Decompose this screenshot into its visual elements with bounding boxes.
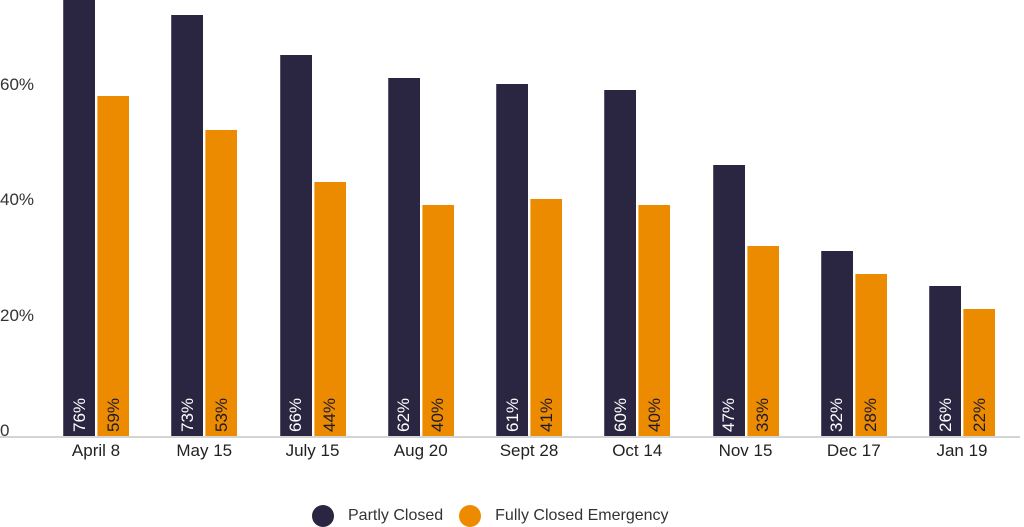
bar-partly-closed[interactable]: 26% xyxy=(929,285,961,436)
legend-swatch-icon xyxy=(459,505,482,527)
legend-label: Partly Closed xyxy=(348,507,444,524)
bar-value-label: 53% xyxy=(211,397,231,432)
legend-item-partly-closed[interactable]: Partly Closed xyxy=(312,505,443,527)
bar-value-label: 33% xyxy=(753,397,772,432)
bar-value-label: 40% xyxy=(428,397,448,432)
bar-fully-closed-emergency[interactable]: 22% xyxy=(963,309,995,436)
x-tick-label: April 8 xyxy=(71,441,121,460)
bar-value-label: 28% xyxy=(861,397,881,432)
bar-value-label: 44% xyxy=(320,397,339,432)
bar-partly-closed[interactable]: 32% xyxy=(820,251,853,436)
bar-value-label: 73% xyxy=(177,397,197,432)
bar-partly-closed[interactable]: 73% xyxy=(171,14,204,436)
x-axis-line xyxy=(0,436,1020,438)
bar-value-label: 60% xyxy=(610,397,630,432)
bar-partly-closed[interactable]: 60% xyxy=(604,89,637,436)
x-tick-label: May 15 xyxy=(176,441,233,460)
bar-fully-closed-emergency[interactable]: 44% xyxy=(313,182,346,436)
bar-partly-closed[interactable]: 61% xyxy=(496,84,528,436)
bar-partly-closed[interactable]: 62% xyxy=(387,78,420,436)
bar-fully-closed-emergency[interactable]: 40% xyxy=(421,205,454,436)
bar-value-label: 61% xyxy=(502,397,522,432)
legend: Partly Closed Fully Closed Emergency xyxy=(312,505,685,527)
x-tick-label: Nov 15 xyxy=(718,441,773,460)
legend-item-fully-closed-emergency[interactable]: Fully Closed Emergency xyxy=(459,505,669,527)
legend-label: Fully Closed Emergency xyxy=(495,507,669,524)
x-tick-label: Aug 20 xyxy=(393,441,448,460)
x-tick-label: Sept 28 xyxy=(499,441,559,460)
bar-fully-closed-emergency[interactable]: 28% xyxy=(854,274,887,436)
bar-value-label: 32% xyxy=(827,397,847,432)
x-tick-label: July 15 xyxy=(285,441,340,460)
bar-value-label: 47% xyxy=(719,397,738,432)
y-tick-label: 20% xyxy=(0,305,35,325)
x-tick-label: Oct 14 xyxy=(612,441,663,460)
bar-value-label: 22% xyxy=(969,397,989,432)
bar-value-label: 66% xyxy=(286,397,305,432)
x-tick-label: Dec 17 xyxy=(826,441,881,460)
y-tick-label: 60% xyxy=(0,74,35,94)
bar-value-label: 26% xyxy=(935,397,955,432)
bar-value-label: 76% xyxy=(69,397,89,432)
bar-value-label: 40% xyxy=(644,397,664,432)
bar-fully-closed-emergency[interactable]: 40% xyxy=(638,205,671,436)
x-tick-label: Jan 19 xyxy=(936,441,988,460)
bar-value-label: 41% xyxy=(536,397,556,432)
bar-fully-closed-emergency[interactable]: 41% xyxy=(530,199,562,436)
bar-partly-closed[interactable]: 66% xyxy=(279,55,312,436)
bar-partly-closed[interactable]: 76% xyxy=(63,0,95,436)
bar-value-label: 59% xyxy=(103,397,123,432)
y-tick-label: 40% xyxy=(0,190,35,210)
bar-fully-closed-emergency[interactable]: 59% xyxy=(97,95,129,436)
y-tick-label: 0 xyxy=(0,421,10,440)
bar-fully-closed-emergency[interactable]: 33% xyxy=(746,245,779,436)
legend-swatch-icon xyxy=(312,505,334,527)
bar-value-label: 62% xyxy=(394,397,414,432)
bar-partly-closed[interactable]: 47% xyxy=(712,164,745,436)
bar-fully-closed-emergency[interactable]: 53% xyxy=(205,130,238,436)
